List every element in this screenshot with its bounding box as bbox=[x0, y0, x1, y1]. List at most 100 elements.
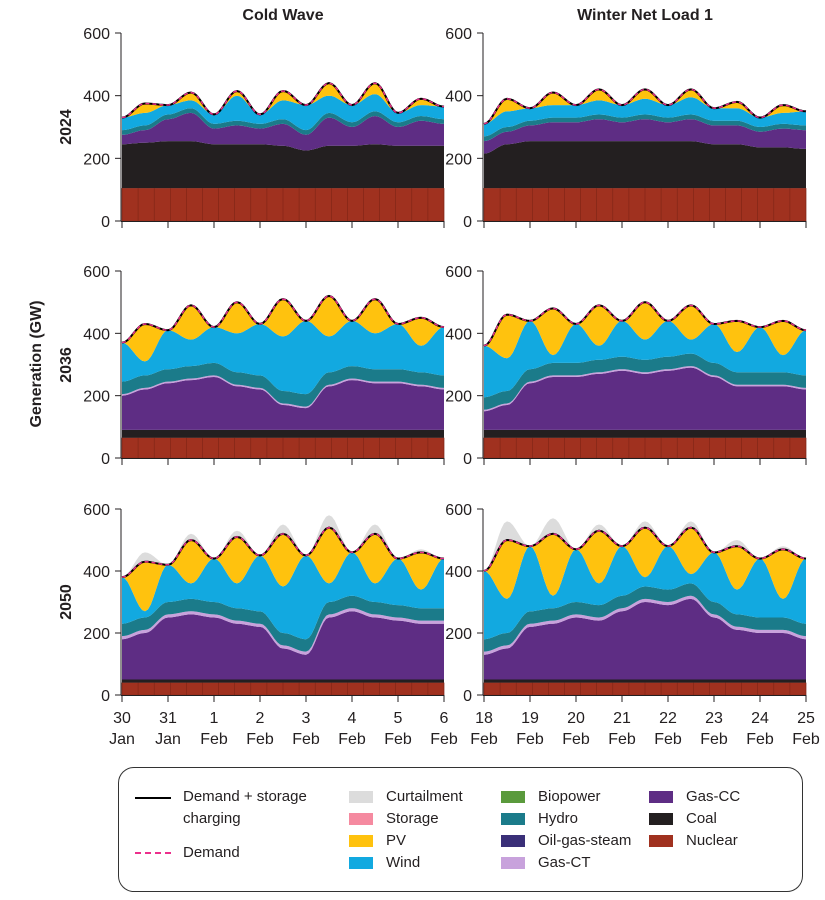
area-wind bbox=[484, 97, 806, 137]
y-tick-label: 600 bbox=[445, 502, 472, 519]
area-hydro bbox=[122, 595, 444, 652]
legend-label-nuclear: Nuclear bbox=[686, 832, 738, 849]
x-tick-label-month: Feb bbox=[516, 731, 544, 748]
y-tick-label: 0 bbox=[101, 214, 110, 231]
area-pv bbox=[122, 83, 444, 118]
x-tick-label-day: 24 bbox=[751, 710, 769, 727]
y-tick-label: 400 bbox=[83, 564, 110, 581]
x-tick-label-day: 6 bbox=[440, 710, 449, 727]
area-hydro bbox=[484, 353, 806, 410]
x-tick-label-day: 20 bbox=[567, 710, 585, 727]
legend-label-oil-gas-steam: Oil-gas-steam bbox=[538, 832, 632, 849]
x-tick-label-month: Feb bbox=[246, 731, 274, 748]
x-tick-label-month: Feb bbox=[746, 731, 774, 748]
area-pv bbox=[484, 527, 806, 599]
legend-label-pv: PV bbox=[386, 832, 407, 849]
y-axis-label: Generation (GW) bbox=[28, 300, 45, 427]
legend-demand-storage-text-2: charging bbox=[183, 810, 241, 827]
chart-svg: Cold Wave Winter Net Load 1 Generation (… bbox=[28, 7, 820, 748]
area-curtailment bbox=[122, 515, 444, 578]
area-wind bbox=[122, 320, 444, 395]
y-tick-label: 200 bbox=[83, 626, 110, 643]
y-tick-label: 400 bbox=[445, 326, 472, 343]
legend-swatch-pv bbox=[349, 834, 373, 847]
x-tick-label-month: Feb bbox=[654, 731, 682, 748]
y-tick-label: 200 bbox=[445, 389, 472, 406]
x-tick-label-day: 5 bbox=[394, 710, 403, 727]
panel-0-1: 0 200 400 600 bbox=[445, 26, 807, 231]
legend-label-gas-ct: Gas-CT bbox=[538, 854, 591, 871]
y-tick-label: 200 bbox=[83, 389, 110, 406]
legend-swatch-biopower bbox=[501, 790, 525, 803]
x-tick-label-day: 19 bbox=[521, 710, 539, 727]
demand-line bbox=[483, 301, 807, 347]
demand-line bbox=[483, 526, 807, 572]
legend-swatch-gas-cc bbox=[649, 790, 673, 803]
legend-swatch-storage bbox=[349, 812, 373, 825]
legend-nuclear: Nuclear bbox=[649, 832, 738, 849]
area-coal bbox=[122, 679, 444, 683]
y-tick-label: 200 bbox=[83, 151, 110, 168]
column-title-cold-wave: Cold Wave bbox=[242, 7, 323, 24]
legend-hydro: Hydro bbox=[501, 810, 578, 827]
x-tick-label-day: 22 bbox=[659, 710, 677, 727]
legend-coal: Coal bbox=[649, 810, 717, 827]
y-tick-label: 400 bbox=[83, 326, 110, 343]
area-wind bbox=[484, 546, 806, 640]
legend-swatch-wind bbox=[349, 856, 373, 869]
area-coal bbox=[484, 679, 806, 683]
legend-demand: Demand bbox=[135, 844, 240, 861]
legend-gas-ct: Gas-CT bbox=[501, 854, 591, 871]
x-tick-label-day: 1 bbox=[210, 710, 219, 727]
x-tick-label-day: 3 bbox=[302, 710, 311, 727]
y-tick-label: 0 bbox=[101, 688, 110, 705]
area-coal bbox=[484, 429, 806, 438]
legend-pv: PV bbox=[349, 832, 406, 849]
legend-demand-storage: Demand + storage charging bbox=[135, 788, 307, 833]
area-curtailment bbox=[484, 518, 806, 571]
area-pv bbox=[122, 527, 444, 612]
area-wind bbox=[122, 552, 444, 640]
y-tick-label: 0 bbox=[463, 451, 472, 468]
x-tick-label-day: 2 bbox=[256, 710, 265, 727]
legend-swatch-coal bbox=[649, 812, 673, 825]
y-tick-label: 600 bbox=[445, 26, 472, 43]
y-tick-label: 600 bbox=[83, 502, 110, 519]
area-hydro bbox=[484, 114, 806, 142]
legend-label-wind: Wind bbox=[386, 854, 421, 871]
area-gas-cc bbox=[484, 119, 806, 154]
legend-label-storage: Storage bbox=[386, 810, 439, 827]
legend-label-biopower: Biopower bbox=[538, 788, 601, 805]
x-tick-label-day: 23 bbox=[705, 710, 723, 727]
panel-2-0: 0 200 400 600 30 Jan 31 Jan 1 Feb 2 Feb 3 Feb 4 Feb 5 Feb… bbox=[83, 502, 458, 748]
x-tick-label-month: Feb bbox=[562, 731, 590, 748]
y-tick-label: 200 bbox=[445, 151, 472, 168]
x-tick-label-month: Feb bbox=[200, 731, 228, 748]
x-tick-label-day: 21 bbox=[613, 710, 631, 727]
x-tick-label-month: Feb bbox=[292, 731, 320, 748]
area-gas-cc bbox=[122, 377, 444, 430]
x-tick-label-month: Jan bbox=[155, 731, 181, 748]
area-pv bbox=[122, 295, 444, 362]
area-gas-cc bbox=[122, 611, 444, 680]
legend-label-curtailment: Curtailment bbox=[386, 788, 463, 805]
area-hydro bbox=[122, 362, 444, 407]
x-tick-label-month: Feb bbox=[384, 731, 412, 748]
legend-wind: Wind bbox=[349, 854, 420, 871]
legend-swatch-oil-gas-steam bbox=[501, 834, 525, 847]
legend-swatch-hydro bbox=[501, 812, 525, 825]
panel-1-1: 0 200 400 600 bbox=[445, 264, 807, 468]
area-wind bbox=[484, 320, 806, 398]
area-wind bbox=[122, 94, 444, 131]
legend-label-hydro: Hydro bbox=[538, 810, 579, 827]
x-tick-label-month: Feb bbox=[792, 731, 820, 748]
panel-0-0: 0 200 400 600 bbox=[83, 26, 445, 231]
x-tick-label-month: Feb bbox=[470, 731, 498, 748]
legend-storage: Storage bbox=[349, 810, 439, 827]
legend-swatch-curtailment bbox=[349, 790, 373, 803]
y-tick-label: 0 bbox=[463, 214, 472, 231]
x-tick-label-day: 25 bbox=[797, 710, 815, 727]
demand-line bbox=[483, 88, 807, 125]
x-tick-label-month: Jan bbox=[109, 731, 135, 748]
